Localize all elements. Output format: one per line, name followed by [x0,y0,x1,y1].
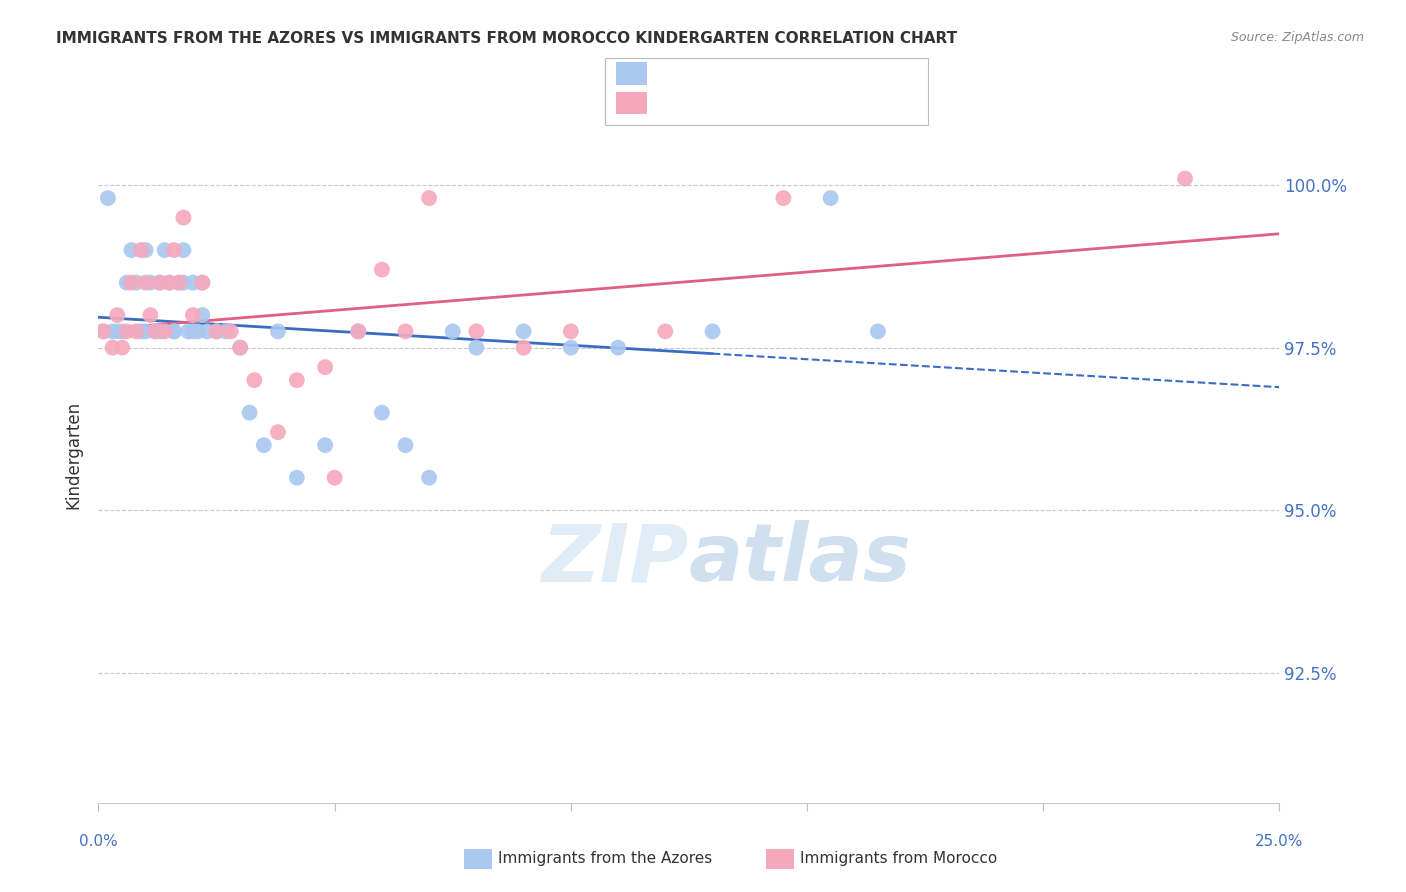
Point [512,324,534,338]
Text: 25.0%: 25.0% [1256,834,1303,849]
Text: atlas: atlas [689,520,911,599]
Point [91,324,114,338]
Text: ZIP: ZIP [541,520,689,599]
Point [219,324,242,338]
Point [153,243,176,257]
Point [157,276,180,290]
Point [167,276,190,290]
Point [167,276,190,290]
Point [172,276,194,290]
Point [347,324,370,338]
Text: Source: ZipAtlas.com: Source: ZipAtlas.com [1230,31,1364,45]
Point [143,324,166,338]
Point [191,276,214,290]
Point [560,341,582,355]
Point [187,324,209,338]
Point [139,308,162,322]
Point [125,324,148,338]
Point [371,262,394,277]
Point [418,471,440,485]
Text: Immigrants from the Azores: Immigrants from the Azores [498,851,711,865]
Point [243,373,266,387]
Point [143,324,166,338]
Point [97,191,120,205]
Point [394,438,416,452]
Point [172,243,194,257]
Point [157,276,180,290]
Point [323,471,346,485]
Point [153,324,176,338]
Point [139,276,162,290]
Point [111,324,134,338]
Point [149,276,172,290]
Point [560,324,582,338]
Y-axis label: Kindergarten: Kindergarten [65,401,83,509]
Point [205,324,228,338]
Point [129,324,152,338]
Point [418,191,440,205]
Point [177,324,200,338]
Text: IMMIGRANTS FROM THE AZORES VS IMMIGRANTS FROM MOROCCO KINDERGARTEN CORRELATION C: IMMIGRANTS FROM THE AZORES VS IMMIGRANTS… [56,31,957,46]
Point [129,243,152,257]
Point [195,324,218,338]
Point [121,243,143,257]
Point [772,191,794,205]
Point [702,324,724,338]
Point [253,438,276,452]
Point [229,341,252,355]
Point [229,341,252,355]
Point [181,276,204,290]
Point [654,324,676,338]
Point [512,341,534,355]
Point [465,341,488,355]
Point [465,324,488,338]
Point [115,276,138,290]
Point [441,324,464,338]
Point [394,324,416,338]
Point [149,276,172,290]
Point [267,425,290,439]
Point [105,324,128,338]
Text: R = 0.472   N = 37: R = 0.472 N = 37 [654,95,799,110]
Point [115,324,138,338]
Point [267,324,290,338]
Point [314,438,336,452]
Point [163,324,186,338]
Point [1174,171,1197,186]
Point [135,324,157,338]
Text: R = 0.018   N = 49: R = 0.018 N = 49 [654,66,799,80]
Point [285,471,308,485]
Point [347,324,370,338]
Point [191,308,214,322]
Point [135,243,157,257]
Point [111,341,134,355]
Point [163,243,186,257]
Point [121,276,143,290]
Point [371,406,394,420]
Point [101,324,124,338]
Point [820,191,842,205]
Point [125,276,148,290]
Text: 0.0%: 0.0% [79,834,118,849]
Point [191,276,214,290]
Point [215,324,238,338]
Point [101,341,124,355]
Point [607,341,630,355]
Point [181,324,204,338]
Point [163,324,186,338]
Point [866,324,889,338]
Point [314,360,336,375]
Point [149,324,172,338]
Point [105,308,128,322]
Point [205,324,228,338]
Point [135,276,157,290]
Text: Immigrants from Morocco: Immigrants from Morocco [800,851,997,865]
Point [285,373,308,387]
Point [239,406,262,420]
Point [181,308,204,322]
Point [91,324,114,338]
Point [172,211,194,225]
